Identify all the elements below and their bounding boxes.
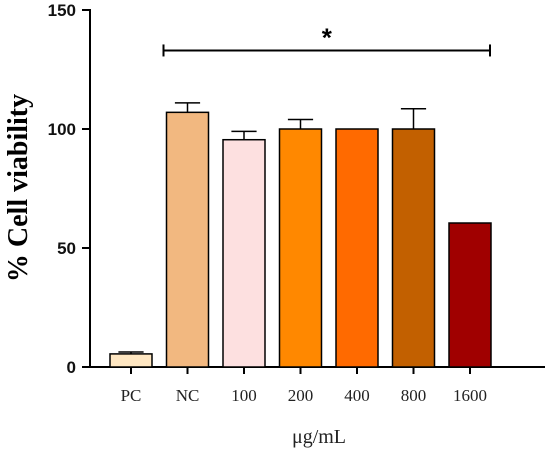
- y-tick-label: 0: [67, 358, 76, 377]
- bars-group: [109, 111, 492, 368]
- significance-bracket: *: [162, 22, 491, 57]
- bar-200: [278, 128, 323, 368]
- x-axis: PC NC 100 200 400 800 1600: [89, 366, 545, 405]
- x-tick-label: 800: [401, 386, 427, 405]
- x-tick-label: 1600: [453, 386, 487, 405]
- x-axis-label: μg/mL: [292, 426, 346, 448]
- x-tick-label: NC: [176, 386, 200, 405]
- error-bars-group: [118, 102, 427, 354]
- y-tick-label: 100: [48, 120, 76, 139]
- x-tick-label: 100: [231, 386, 257, 405]
- y-tick-label: 50: [57, 239, 76, 258]
- y-tick-label: 150: [48, 1, 76, 20]
- bar-400: [335, 128, 379, 368]
- x-tick-label: 400: [344, 386, 370, 405]
- x-tick-label: 200: [288, 386, 314, 405]
- significance-label: *: [322, 22, 333, 52]
- y-axis: 0 50 100 150: [48, 1, 91, 377]
- x-tick-label: PC: [121, 386, 142, 405]
- bar-1600: [448, 222, 492, 368]
- bar-100: [222, 138, 266, 368]
- y-axis-label: % Cell viability: [3, 94, 34, 282]
- bar-800: [391, 128, 436, 368]
- bar-NC: [165, 111, 210, 368]
- bar-PC: [109, 353, 153, 368]
